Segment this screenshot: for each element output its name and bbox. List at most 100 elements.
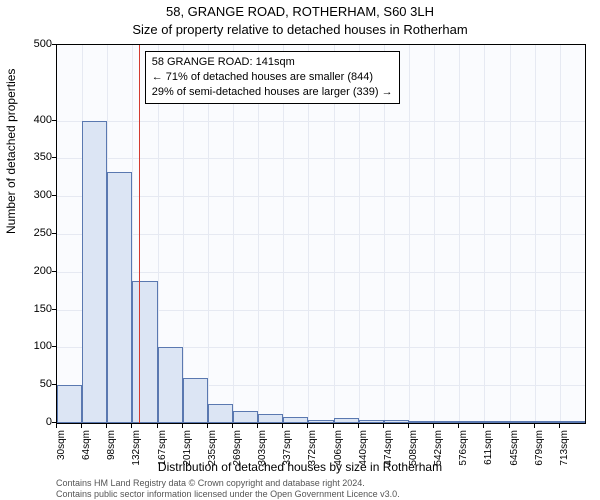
- x-tick-label: 713sqm: [559, 430, 570, 480]
- x-tick-label: 303sqm: [257, 430, 268, 480]
- page-root: 58, GRANGE ROAD, ROTHERHAM, S60 3LH Size…: [0, 0, 600, 500]
- gridline-h: [57, 121, 585, 122]
- y-tick-label: 150: [12, 303, 52, 315]
- y-tick-mark: [52, 384, 56, 385]
- y-tick-label: 100: [12, 340, 52, 352]
- x-tick-mark: [483, 424, 484, 428]
- histogram-bar: [183, 378, 208, 423]
- x-tick-mark: [257, 424, 258, 428]
- x-tick-label: 201sqm: [182, 430, 193, 480]
- histogram-bar: [560, 421, 585, 423]
- annotation-line1: 58 GRANGE ROAD: 141sqm: [152, 55, 393, 70]
- annotation-line3: 29% of semi-detached houses are larger (…: [152, 85, 393, 100]
- y-tick-label: 50: [12, 378, 52, 390]
- y-tick-label: 500: [12, 38, 52, 50]
- x-tick-mark: [307, 424, 308, 428]
- x-tick-mark: [106, 424, 107, 428]
- x-tick-label: 235sqm: [207, 430, 218, 480]
- histogram-bar: [57, 385, 82, 423]
- gridline-v: [409, 45, 410, 423]
- x-tick-mark: [534, 424, 535, 428]
- x-tick-mark: [81, 424, 82, 428]
- histogram-bar: [459, 421, 484, 423]
- x-tick-label: 269sqm: [232, 430, 243, 480]
- x-tick-mark: [182, 424, 183, 428]
- histogram-bar: [107, 172, 132, 423]
- gridline-v: [484, 45, 485, 423]
- gridline-v: [560, 45, 561, 423]
- x-tick-label: 64sqm: [81, 430, 92, 480]
- histogram-bar: [208, 404, 233, 423]
- x-tick-mark: [433, 424, 434, 428]
- histogram-bar: [158, 347, 183, 423]
- y-tick-label: 400: [12, 114, 52, 126]
- y-tick-label: 0: [12, 416, 52, 428]
- histogram-bar: [409, 421, 434, 423]
- x-tick-label: 645sqm: [509, 430, 520, 480]
- credits-line2: Contains public sector information licen…: [56, 489, 400, 500]
- x-tick-mark: [333, 424, 334, 428]
- x-tick-label: 337sqm: [282, 430, 293, 480]
- x-tick-mark: [232, 424, 233, 428]
- x-tick-label: 679sqm: [534, 430, 545, 480]
- y-tick-label: 250: [12, 227, 52, 239]
- x-tick-label: 406sqm: [333, 430, 344, 480]
- y-tick-mark: [52, 346, 56, 347]
- y-tick-label: 350: [12, 151, 52, 163]
- gridline-h: [57, 272, 585, 273]
- credits: Contains HM Land Registry data © Crown c…: [56, 478, 400, 500]
- x-tick-label: 167sqm: [157, 430, 168, 480]
- x-tick-label: 611sqm: [483, 430, 494, 480]
- y-tick-mark: [52, 233, 56, 234]
- x-tick-label: 440sqm: [358, 430, 369, 480]
- x-tick-label: 132sqm: [131, 430, 142, 480]
- gridline-h: [57, 196, 585, 197]
- gridline-h: [57, 158, 585, 159]
- y-tick-label: 300: [12, 189, 52, 201]
- histogram-bar: [535, 421, 560, 423]
- gridline-v: [434, 45, 435, 423]
- histogram-bar: [258, 414, 283, 423]
- histogram-bar: [283, 417, 308, 423]
- x-tick-label: 508sqm: [408, 430, 419, 480]
- x-tick-mark: [509, 424, 510, 428]
- histogram-bar: [334, 418, 359, 423]
- histogram-bar: [484, 421, 509, 423]
- y-tick-mark: [52, 422, 56, 423]
- y-tick-mark: [52, 157, 56, 158]
- gridline-v: [535, 45, 536, 423]
- plot-area: 58 GRANGE ROAD: 141sqm← 71% of detached …: [56, 44, 586, 424]
- x-tick-label: 542sqm: [433, 430, 444, 480]
- x-tick-mark: [282, 424, 283, 428]
- y-tick-label: 200: [12, 265, 52, 277]
- y-tick-mark: [52, 271, 56, 272]
- chart-subtitle: Size of property relative to detached ho…: [0, 22, 600, 37]
- x-tick-label: 30sqm: [56, 430, 67, 480]
- gridline-v: [510, 45, 511, 423]
- annotation-line2: ← 71% of detached houses are smaller (84…: [152, 70, 393, 85]
- x-tick-label: 372sqm: [307, 430, 318, 480]
- histogram-bar: [132, 281, 157, 423]
- x-tick-mark: [358, 424, 359, 428]
- y-tick-mark: [52, 120, 56, 121]
- y-tick-mark: [52, 44, 56, 45]
- x-tick-mark: [458, 424, 459, 428]
- x-tick-label: 98sqm: [106, 430, 117, 480]
- x-tick-mark: [56, 424, 57, 428]
- gridline-v: [459, 45, 460, 423]
- x-tick-mark: [559, 424, 560, 428]
- x-tick-mark: [207, 424, 208, 428]
- histogram-bar: [308, 420, 333, 423]
- y-tick-mark: [52, 195, 56, 196]
- x-tick-mark: [131, 424, 132, 428]
- histogram-bar: [233, 411, 258, 423]
- annotation-box: 58 GRANGE ROAD: 141sqm← 71% of detached …: [145, 51, 400, 104]
- histogram-bar: [384, 420, 409, 423]
- chart-title: 58, GRANGE ROAD, ROTHERHAM, S60 3LH: [0, 4, 600, 19]
- marker-line: [139, 45, 140, 423]
- histogram-bar: [510, 421, 535, 423]
- x-tick-mark: [383, 424, 384, 428]
- histogram-bar: [359, 420, 384, 423]
- gridline-h: [57, 234, 585, 235]
- x-tick-mark: [157, 424, 158, 428]
